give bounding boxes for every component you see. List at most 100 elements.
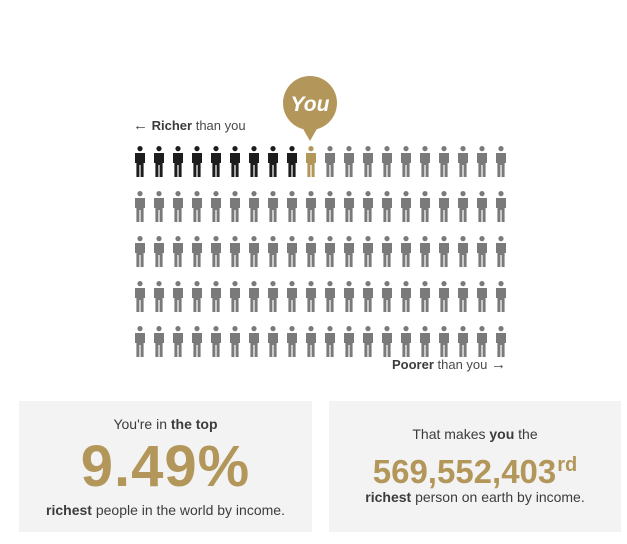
person-icon-poorer [192,236,202,267]
person-icon-poorer [135,326,145,357]
person-icon-poorer [439,281,449,312]
person-icon-poorer [287,326,297,357]
person-icon-poorer [135,236,145,267]
top-percent-value: 9.49% [80,434,251,499]
rank-intro-suffix: the [514,426,538,442]
person-icon-poorer [439,326,449,357]
person-icon-poorer [420,281,430,312]
person-icon-poorer [344,281,354,312]
person-icon-richer [135,146,145,177]
person-icon-poorer [420,326,430,357]
person-icon-richer [211,146,221,177]
person-icon-poorer [287,236,297,267]
richer-rest: than you [192,118,246,133]
person-icon-poorer [306,281,316,312]
person-icon-poorer [249,281,259,312]
person-icon-poorer [344,236,354,267]
person-icon-richer [287,146,297,177]
person-icon-richer [173,146,183,177]
person-icon-poorer [211,236,221,267]
person-icon-you [306,146,316,177]
person-icon-poorer [154,281,164,312]
richer-than-you-label: ← Richer than you [133,117,246,134]
top-percent-caption: richest people in the world by income. [19,502,312,518]
rank-card: That makes you the 569,552,403rd richest… [329,401,621,532]
you-marker-pointer [302,127,318,141]
person-icon-poorer [382,281,392,312]
person-icon-poorer [192,281,202,312]
person-icon-poorer [325,281,335,312]
person-icon-poorer [420,191,430,222]
person-icon-poorer [401,326,411,357]
person-icon-poorer [401,281,411,312]
person-icon-poorer [363,326,373,357]
person-icon-poorer [458,326,468,357]
person-icon-poorer [382,326,392,357]
rank-intro-bold: you [489,426,515,442]
person-icon-poorer [268,326,278,357]
person-icon-poorer [477,191,487,222]
person-icon-poorer [420,146,430,177]
person-icon-poorer [477,281,487,312]
person-icon-poorer [344,191,354,222]
person-icon-richer [230,146,240,177]
you-marker-bubble [283,76,337,130]
rank-suffix: rd [557,454,578,476]
person-icon-poorer [458,191,468,222]
person-icon-richer [268,146,278,177]
person-icon-poorer [173,191,183,222]
rank-intro: That makes you the [329,426,621,442]
person-icon-poorer [458,236,468,267]
person-icon-poorer [363,146,373,177]
person-icon-poorer [249,191,259,222]
person-icon-poorer [306,326,316,357]
person-icon-poorer [496,281,506,312]
person-icon-poorer [268,281,278,312]
person-icon-poorer [496,146,506,177]
person-icon-poorer [420,236,430,267]
person-icon-poorer [230,281,240,312]
person-icon-poorer [154,191,164,222]
poorer-than-you-label: Poorer than you → [392,356,506,373]
person-icon-poorer [268,236,278,267]
person-icon-richer [192,146,202,177]
rank-intro-prefix: That makes [412,426,490,442]
person-icon-poorer [287,191,297,222]
rank-caption-bold: richest [365,489,412,505]
person-icon-poorer [211,326,221,357]
person-icon-poorer [401,191,411,222]
person-icon-poorer [477,146,487,177]
top-percent-intro: You're in the top [19,416,312,432]
person-icon-poorer [230,191,240,222]
person-icon-poorer [135,191,145,222]
poorer-rest: than you [433,357,488,372]
person-icon-poorer [249,326,259,357]
person-icon-poorer [192,326,202,357]
intro-bold: the top [170,416,218,432]
person-icon-poorer [496,326,506,357]
rank-caption: richest person on earth by income. [329,489,621,505]
person-icon-poorer [458,281,468,312]
intro-prefix: You're in [113,416,171,432]
you-marker-label: You [291,93,330,116]
person-icon-poorer [382,191,392,222]
people-chart: You [135,76,506,357]
person-icon-poorer [382,236,392,267]
person-icon-poorer [173,281,183,312]
rank-number: 569,552,403 [372,453,557,490]
person-icon-poorer [192,191,202,222]
person-icon-poorer [401,146,411,177]
person-icon-poorer [477,236,487,267]
person-icon-poorer [363,191,373,222]
person-icon-poorer [325,191,335,222]
person-icon-poorer [401,236,411,267]
person-icon-richer [154,146,164,177]
person-icon-poorer [439,146,449,177]
caption-bold: richest [46,502,92,518]
arrow-left-icon: ← [133,117,148,134]
person-icon-poorer [230,326,240,357]
person-icon-poorer [173,236,183,267]
rank-caption-rest: person on earth by income. [411,489,585,505]
person-icon-poorer [496,236,506,267]
person-icon-poorer [477,326,487,357]
